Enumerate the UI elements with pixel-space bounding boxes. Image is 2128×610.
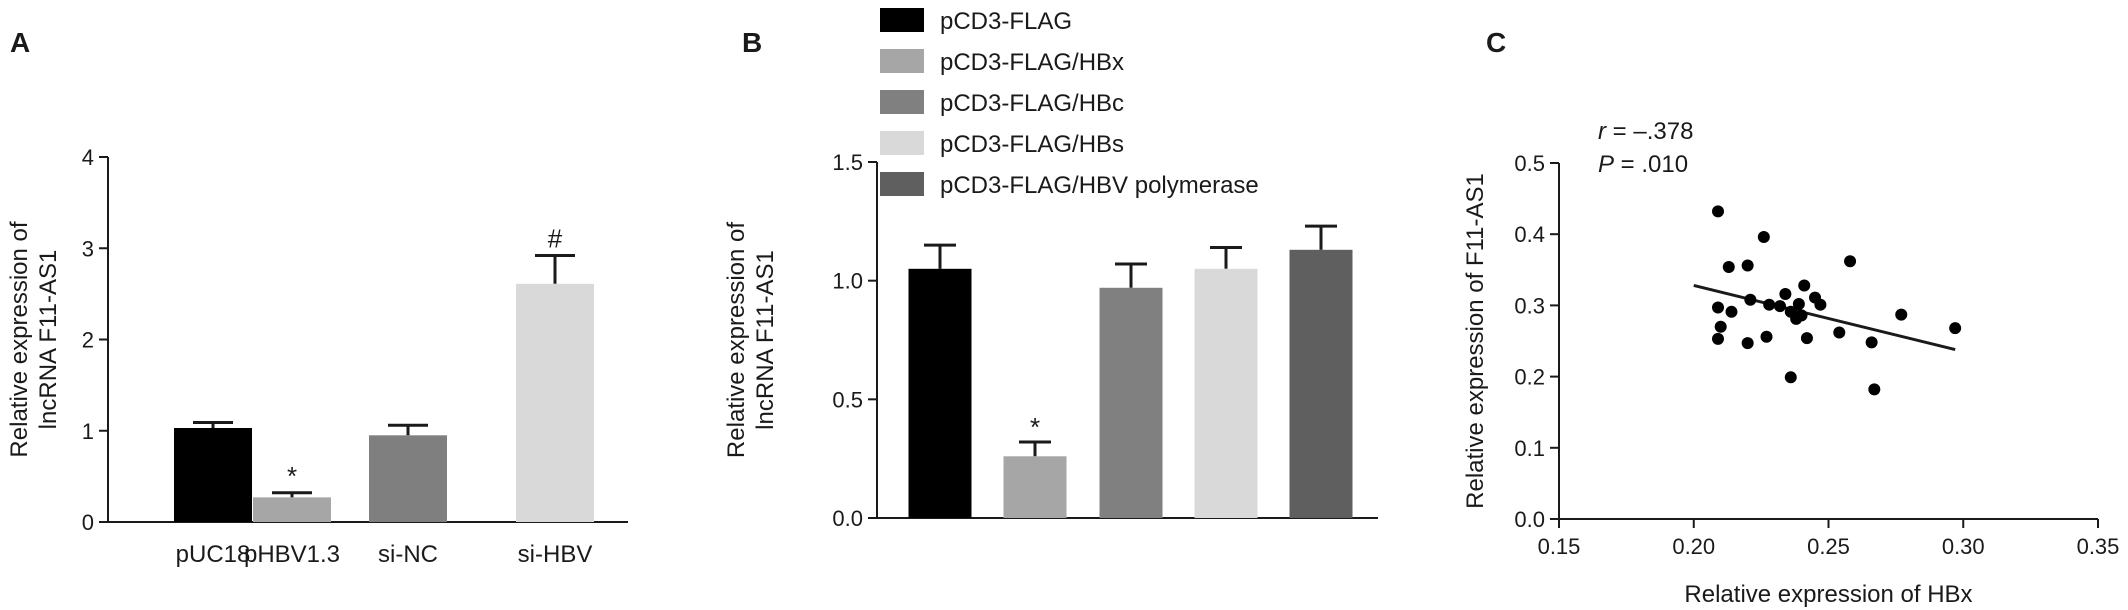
bar (1289, 249, 1353, 518)
y-tick-label: 0.4 (1514, 222, 1545, 247)
scatter-point (1741, 337, 1754, 350)
y-tick-label: 0.1 (1514, 436, 1545, 461)
significance-mark: # (548, 224, 563, 254)
legend-swatch (880, 49, 924, 73)
legend-swatch (880, 131, 924, 155)
panel-a-bar-chart: 0 1 2 3 4 Relative expression oflncRNA F11-AS… (6, 145, 628, 568)
scatter-point (1773, 300, 1786, 313)
scatter-point (1792, 297, 1805, 310)
legend-label: pCD3-FLAG/HBV polymerase (940, 172, 1259, 199)
y-tick-label: 0.3 (1514, 293, 1545, 318)
x-tick-label: si-HBV (518, 541, 593, 568)
p-value-number: = .010 (1614, 151, 1688, 178)
y-axis-title-line: lncRNA F11-AS1 (752, 250, 779, 430)
x-tick-label: 0.20 (1672, 534, 1715, 559)
bar (1003, 456, 1067, 518)
y-axis-title: Relative expression oflncRNA F11-AS1 (723, 222, 779, 458)
y-tick-label: 0.5 (832, 387, 863, 412)
y-tick-label: 0.0 (1514, 507, 1545, 532)
scatter-point (1763, 298, 1776, 311)
scatter-point (1798, 279, 1811, 292)
correlation-r-value: = –.378 (1606, 118, 1693, 145)
scatter-point (1814, 298, 1827, 311)
bar (369, 435, 447, 522)
x-axis-title: Relative expression of HBx (1684, 581, 1972, 608)
scatter-point (1868, 383, 1881, 396)
panel-label-a: A (10, 27, 30, 58)
scatter-point (1800, 332, 1813, 345)
correlation-r-symbol: r (1598, 118, 1607, 145)
y-tick-label: 0.0 (832, 506, 863, 531)
y-tick-label: 0.5 (1514, 151, 1545, 176)
scatter-point (1712, 205, 1725, 218)
y-tick-label: 0 (82, 510, 94, 535)
y-tick-label: 3 (82, 236, 94, 261)
x-tick-label: 0.25 (1807, 534, 1850, 559)
scatter-point (1722, 260, 1735, 273)
scatter-point (1844, 255, 1857, 268)
y-tick-label: 2 (82, 328, 94, 353)
scatter-point (1741, 259, 1754, 272)
scatter-point (1779, 288, 1792, 301)
legend-label: pCD3-FLAG/HBc (940, 90, 1124, 117)
legend-label: pCD3-FLAG/HBs (940, 131, 1124, 158)
x-tick-label: 0.35 (2077, 534, 2120, 559)
y-tick-label: 1.0 (832, 269, 863, 294)
y-tick-label: 1.5 (832, 150, 863, 175)
bar (908, 268, 972, 518)
bar (516, 283, 594, 522)
significance-mark: * (287, 461, 297, 491)
scatter-point (1757, 231, 1770, 244)
scatter-point (1865, 336, 1878, 349)
x-tick-label: si-NC (378, 541, 438, 568)
legend-label: pCD3-FLAG (940, 8, 1072, 35)
y-axis-title-line: Relative expression of (723, 222, 750, 458)
scatter-point (1725, 305, 1738, 318)
bar (174, 428, 252, 522)
bar (1194, 268, 1258, 518)
scatter-point (1760, 330, 1773, 343)
x-tick-label: pHBV1.3 (244, 541, 340, 568)
scatter-point (1714, 320, 1727, 333)
correlation-r: r = –.378 (1598, 118, 1693, 145)
panel-c-scatter-plot: 0.0 0.1 0.2 0.3 0.4 0.5 0.15 0.20 0.25 0.30 0.35 Re… (1462, 118, 2119, 608)
bar (253, 497, 331, 522)
scatter-point (1833, 326, 1846, 339)
scatter-point (1949, 322, 1962, 335)
y-axis-title: Relative expression of F11-AS1 (1462, 173, 1489, 509)
y-tick-label: 1 (82, 419, 94, 444)
p-value-symbol: P (1598, 151, 1614, 178)
y-axis-title-line: lncRNA F11-AS1 (35, 250, 62, 430)
significance-mark: * (1030, 412, 1040, 442)
scatter-point (1790, 312, 1803, 325)
panel-b-bar-chart: 0.0 0.5 1.0 1.5 Relative expression oflncRNA… (723, 8, 1378, 531)
panel-label-c: C (1486, 27, 1506, 58)
x-tick-label: 0.15 (1538, 534, 1581, 559)
p-value: P = .010 (1598, 151, 1688, 178)
x-tick-label: 0.30 (1942, 534, 1985, 559)
legend-swatch (880, 90, 924, 114)
scatter-point (1744, 293, 1757, 306)
bar (1099, 287, 1163, 518)
scatter-point (1712, 332, 1725, 345)
regression-line (1693, 284, 1956, 352)
y-tick-label: 4 (82, 145, 94, 170)
scatter-point (1712, 301, 1725, 314)
y-axis-title: Relative expression oflncRNA F11-AS1 (6, 221, 62, 457)
scatter-point (1895, 308, 1908, 321)
y-tick-label: 0.2 (1514, 365, 1545, 390)
x-tick-label: pUC18 (176, 541, 251, 568)
y-axis-title-line: Relative expression of (6, 221, 33, 457)
legend-label: pCD3-FLAG/HBx (940, 49, 1124, 76)
legend-swatch (880, 172, 924, 196)
scatter-point (1784, 371, 1797, 384)
panel-label-b: B (742, 27, 762, 58)
legend-swatch (880, 8, 924, 32)
